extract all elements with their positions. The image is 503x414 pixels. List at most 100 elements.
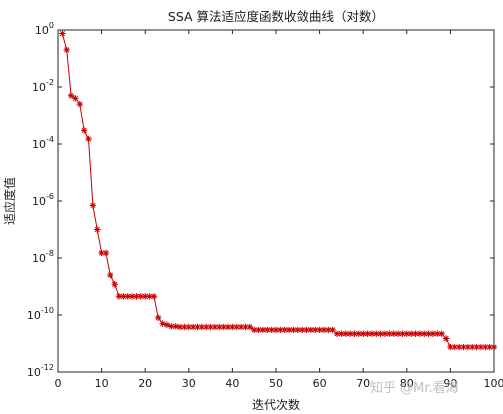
data-point <box>303 326 310 334</box>
data-point <box>373 330 380 337</box>
data-point <box>264 326 271 334</box>
data-point <box>203 323 210 331</box>
x-tick-label: 20 <box>138 377 152 390</box>
data-point <box>325 326 332 334</box>
data-point <box>442 335 450 342</box>
data-point <box>338 330 345 337</box>
y-tick-label: 10-12 <box>27 363 54 379</box>
data-point <box>133 293 140 300</box>
data-point <box>390 330 397 337</box>
data-point <box>460 343 467 351</box>
data-point <box>137 293 145 300</box>
data-point <box>469 343 476 351</box>
data-point <box>360 330 367 337</box>
data-point <box>207 323 214 331</box>
data-point <box>76 100 83 108</box>
data-point <box>111 281 118 288</box>
x-tick-label: 80 <box>400 377 414 390</box>
data-point <box>455 343 463 351</box>
data-point <box>407 330 415 337</box>
watermark: 知乎 @Mr.看海 <box>370 380 459 396</box>
x-tick-label: 40 <box>225 377 239 390</box>
data-point <box>268 326 275 334</box>
data-point <box>294 326 301 334</box>
data-point <box>251 326 258 334</box>
data-point <box>368 330 376 337</box>
data-point <box>237 323 245 331</box>
data-point <box>298 326 306 334</box>
x-tick-label: 90 <box>443 377 457 390</box>
data-point <box>255 326 262 334</box>
data-point <box>194 323 201 331</box>
y-tick-label: 100 <box>35 21 54 37</box>
data-point <box>155 314 162 321</box>
data-point <box>242 323 249 331</box>
data-point <box>94 226 101 233</box>
y-tick-label: 10-6 <box>32 192 54 208</box>
data-point <box>198 323 206 331</box>
data-point <box>102 249 110 257</box>
data-point <box>355 330 363 337</box>
data-point <box>259 326 267 334</box>
data-point <box>277 326 284 334</box>
x-tick-label: 50 <box>269 377 283 390</box>
x-tick-label: 30 <box>182 377 196 390</box>
data-point <box>281 326 288 334</box>
data-point <box>381 330 389 337</box>
data-point <box>128 293 136 300</box>
data-point <box>386 330 393 337</box>
data-point <box>312 326 319 334</box>
data-point <box>447 343 454 351</box>
data-point <box>364 330 371 337</box>
data-point <box>351 330 358 337</box>
data-point <box>124 293 131 300</box>
data-point <box>211 323 219 331</box>
data-point <box>346 330 354 337</box>
chart-title: SSA 算法适应度函数收敛曲线（对数） <box>168 9 384 24</box>
data-point <box>115 293 123 300</box>
x-tick-label: 70 <box>356 377 370 390</box>
data-point <box>320 326 328 334</box>
plot-frame <box>57 29 495 373</box>
data-point <box>329 326 336 334</box>
data-point <box>429 330 437 337</box>
data-point <box>220 323 227 331</box>
data-point <box>89 202 97 209</box>
data-point <box>85 135 92 143</box>
series-markers <box>59 30 498 351</box>
data-point <box>333 330 341 337</box>
data-point <box>403 330 410 337</box>
data-point <box>159 320 166 327</box>
data-point <box>63 46 70 54</box>
data-point <box>473 343 480 351</box>
x-tick-label: 100 <box>484 377 503 390</box>
data-point <box>181 323 188 331</box>
data-point <box>172 323 179 330</box>
data-point <box>168 323 175 330</box>
data-point <box>438 330 445 337</box>
data-point <box>98 249 105 257</box>
data-point <box>272 326 280 334</box>
data-point <box>290 326 297 334</box>
x-axis-label: 迭代次数 <box>252 397 300 412</box>
y-tick-label: 10-8 <box>32 249 54 265</box>
data-point <box>59 30 66 37</box>
x-tick-label: 10 <box>95 377 109 390</box>
x-tick-label: 60 <box>313 377 327 390</box>
data-point <box>421 330 428 337</box>
data-point <box>416 330 424 337</box>
plot-background <box>58 30 494 372</box>
data-point <box>307 326 315 334</box>
data-point <box>482 343 489 351</box>
data-point <box>150 293 158 300</box>
data-point <box>176 323 184 331</box>
data-point <box>67 92 75 99</box>
data-point <box>229 323 236 331</box>
data-point <box>185 323 192 331</box>
data-point <box>146 293 153 300</box>
y-tick-label: 10-10 <box>27 306 54 322</box>
data-point <box>316 326 323 334</box>
y-tick-label: 10-4 <box>32 135 54 151</box>
data-point <box>246 323 254 331</box>
data-point <box>399 330 406 337</box>
